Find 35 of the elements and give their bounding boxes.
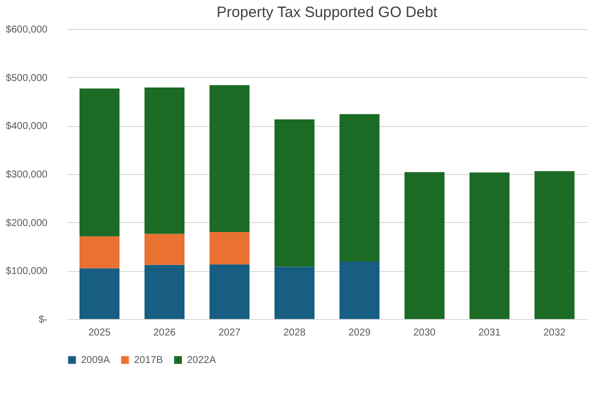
bar (210, 85, 250, 232)
bar (80, 88, 120, 236)
x-tick-label: 2029 (348, 328, 372, 338)
legend-label: 2009A (81, 355, 110, 366)
bar (274, 266, 314, 319)
y-tick-label: $300,000 (6, 170, 48, 180)
bar (404, 172, 444, 319)
y-tick-label: $500,000 (6, 72, 48, 84)
bar (80, 236, 120, 268)
chart-title: Property Tax Supported GO Debt (216, 4, 438, 21)
bar (210, 264, 250, 319)
y-tick-label: $400,000 (6, 121, 48, 132)
x-tick-label: 2026 (153, 328, 176, 338)
bar (340, 114, 380, 262)
bar (80, 268, 120, 319)
x-tick-label: 2032 (543, 328, 566, 338)
y-tick-label: $600,000 (6, 24, 48, 36)
bar (534, 171, 574, 319)
y-tick-label: $200,000 (6, 218, 48, 229)
x-tick-label: 2028 (283, 328, 306, 338)
bar (210, 232, 250, 264)
bar (274, 119, 314, 267)
x-tick-label: 2025 (88, 328, 112, 338)
x-tick-label: 2030 (413, 328, 436, 338)
legend-label: 2022A (187, 355, 216, 366)
y-tick-label: $100,000 (6, 266, 48, 278)
bar (470, 172, 510, 319)
bar (144, 87, 184, 234)
y-tick-label: $- (38, 314, 48, 326)
bar (144, 234, 184, 265)
x-tick-label: 2027 (218, 328, 242, 338)
legend-label: 2017B (134, 355, 164, 366)
bar (340, 261, 380, 319)
x-tick-label: 2031 (478, 328, 502, 338)
bar (144, 264, 184, 319)
